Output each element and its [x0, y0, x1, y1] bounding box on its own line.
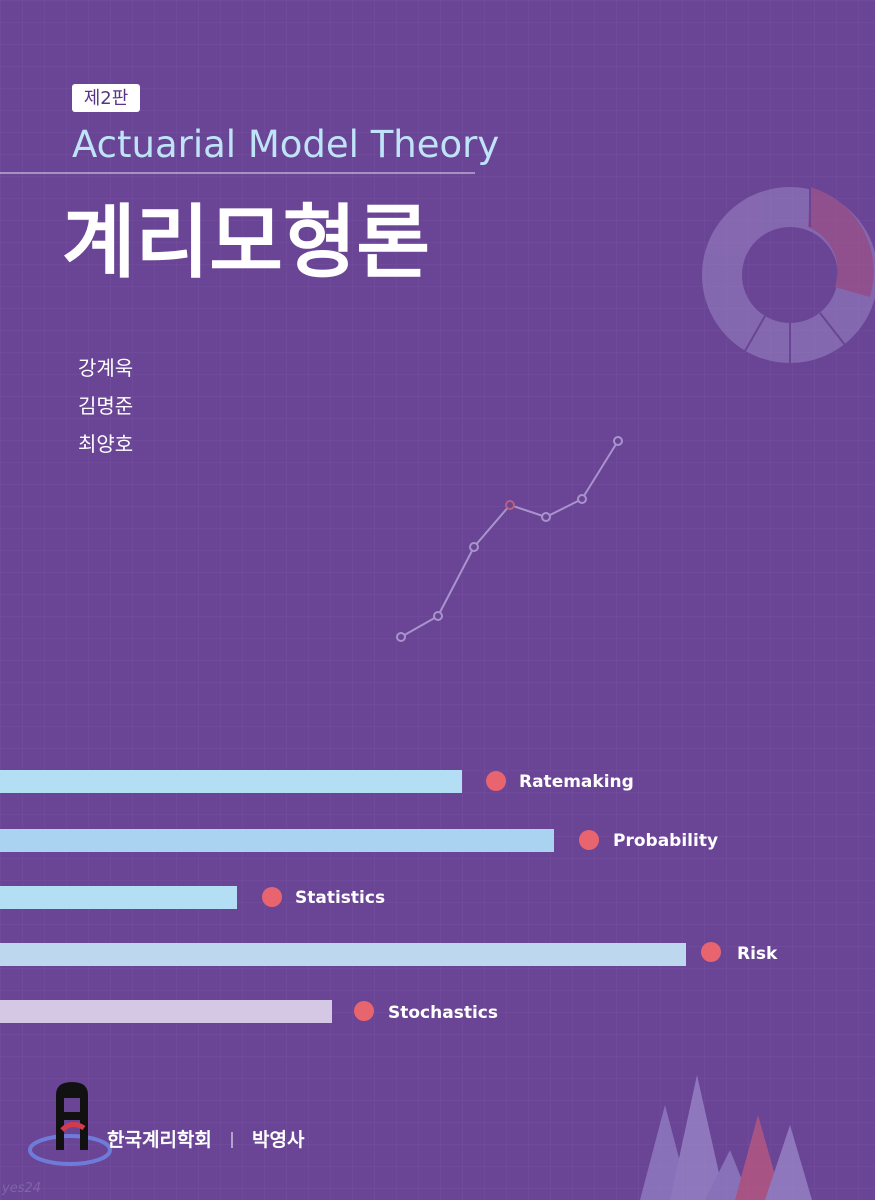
dot — [486, 771, 506, 791]
publisher: 박영사 — [252, 1129, 305, 1151]
bar — [0, 943, 686, 966]
dot — [579, 830, 599, 850]
bar — [0, 1000, 332, 1023]
edition: 제2판 — [84, 88, 129, 109]
author: 강계욱 — [78, 356, 133, 380]
watermark: yes24 — [1, 1181, 41, 1196]
title: 계리모형론 — [62, 196, 430, 289]
subtitle: Actuarial Model Theory — [72, 123, 499, 166]
publisher: 한국계리학회 — [107, 1129, 212, 1151]
topic-label: Statistics — [295, 888, 385, 908]
author: 최양호 — [78, 432, 133, 456]
topic-label: Stochastics — [388, 1003, 498, 1023]
bar — [0, 770, 462, 793]
bar — [0, 886, 237, 909]
dot — [701, 942, 721, 962]
dot — [262, 887, 282, 907]
dot — [354, 1001, 374, 1021]
author: 김명준 — [78, 394, 133, 418]
edition-badge — [72, 84, 140, 112]
bar — [0, 829, 554, 852]
mountain-decoration — [640, 1075, 812, 1200]
topic-label: Probability — [613, 831, 718, 851]
topic-label: Risk — [737, 944, 778, 964]
logo — [28, 1082, 112, 1166]
topic-bars: Ratemaking Probability Statistics Risk S… — [0, 770, 778, 1023]
topic-label: Ratemaking — [519, 772, 634, 792]
donut-decoration — [702, 187, 875, 363]
line-decoration — [396, 436, 623, 642]
